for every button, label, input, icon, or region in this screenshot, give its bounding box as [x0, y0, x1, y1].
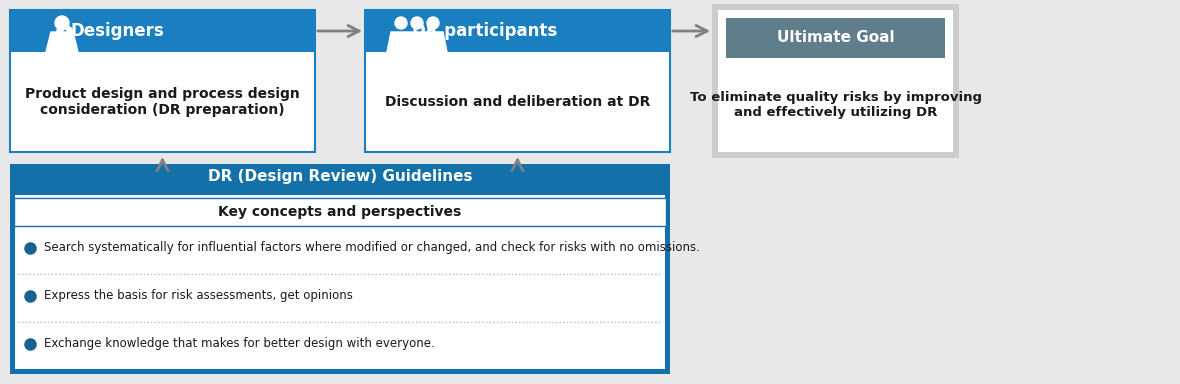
Circle shape: [395, 17, 407, 29]
Bar: [726, 18, 945, 58]
Bar: [717, 10, 953, 152]
Circle shape: [55, 16, 68, 30]
Polygon shape: [387, 32, 447, 52]
Text: Express the basis for risk assessments, get opinions: Express the basis for risk assessments, …: [44, 289, 353, 302]
Text: Exchange knowledge that makes for better design with everyone.: Exchange knowledge that makes for better…: [44, 337, 434, 350]
Bar: [14, 198, 666, 226]
Text: Discussion and deliberation at DR: Discussion and deliberation at DR: [385, 95, 650, 109]
Text: Ultimate Goal: Ultimate Goal: [776, 30, 894, 45]
Text: DR participants: DR participants: [412, 22, 558, 40]
Text: ◖◗: ◖◗: [54, 22, 76, 40]
Text: Search systematically for influential factors where modified or changed, and che: Search systematically for influential fa…: [44, 241, 700, 254]
Bar: [365, 10, 670, 152]
Bar: [9, 10, 315, 152]
Bar: [14, 194, 666, 370]
Text: Product design and process design
consideration (DR preparation): Product design and process design consid…: [25, 87, 300, 117]
Bar: [365, 10, 670, 52]
Bar: [712, 4, 959, 158]
Text: To eliminate quality risks by improving
and effectively utilizing DR: To eliminate quality risks by improving …: [689, 91, 982, 119]
Text: Key concepts and perspectives: Key concepts and perspectives: [218, 205, 461, 219]
Polygon shape: [46, 32, 78, 52]
Bar: [9, 10, 315, 52]
Bar: [9, 164, 670, 374]
Circle shape: [427, 17, 439, 29]
Circle shape: [411, 17, 422, 29]
Bar: [9, 164, 670, 190]
Text: DR (Design Review) Guidelines: DR (Design Review) Guidelines: [208, 169, 472, 184]
Text: Designers: Designers: [70, 22, 164, 40]
